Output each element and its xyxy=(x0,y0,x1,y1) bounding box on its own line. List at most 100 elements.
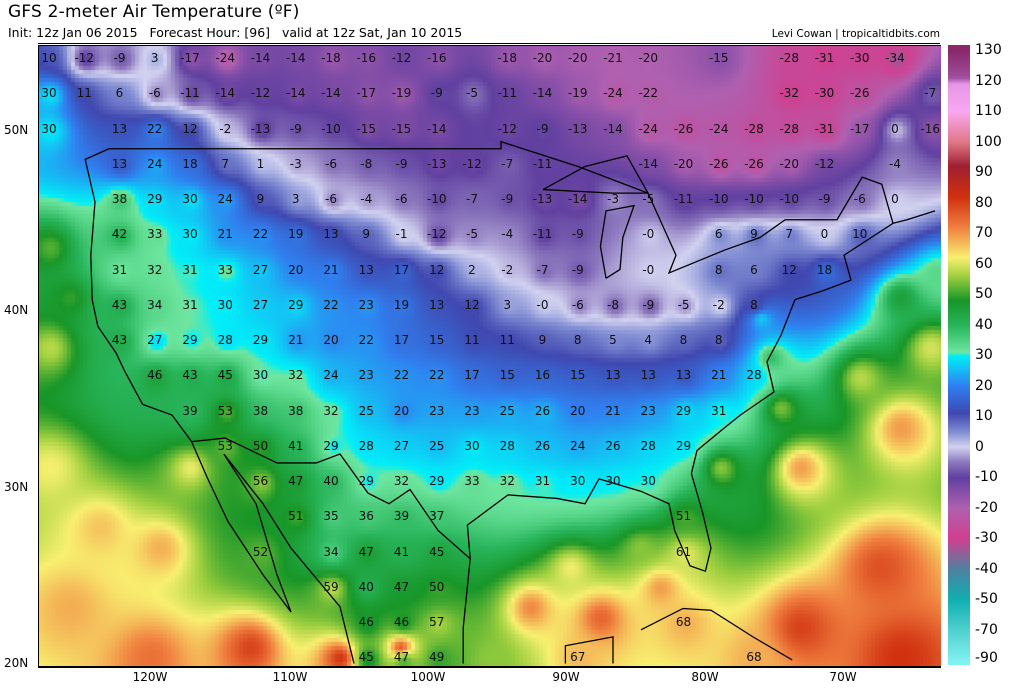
temperature-label: 32 xyxy=(393,474,410,488)
lon-label-120w: 120W xyxy=(132,670,168,684)
colorbar-label: 100 xyxy=(975,133,1002,150)
temperature-label: 28 xyxy=(217,333,233,347)
temperature-label: 27 xyxy=(393,438,410,453)
temperature-label: -28 xyxy=(779,51,800,65)
temperature-label: -24 xyxy=(215,51,236,65)
west-coast-line xyxy=(84,148,355,664)
temperature-label: 68 xyxy=(675,615,692,629)
temperature-map: 10 -12 -9 3 -17 -24 -14 -14 -18 -16 -12 -16 -18 -20 -2… xyxy=(38,45,941,668)
colorbar-label: 70 xyxy=(975,225,993,241)
temperature-label: 24 xyxy=(570,438,586,453)
colorbar-label: 0 xyxy=(975,438,984,455)
temperature-label: 13 xyxy=(675,368,692,383)
temperature-label: 12 xyxy=(182,121,198,136)
lake-superior-line xyxy=(542,155,650,194)
gulf-east-coast-line xyxy=(462,210,936,664)
temperature-label: -21 xyxy=(603,51,623,65)
colorbar-label: -90 xyxy=(975,650,998,666)
temperature-label: -30 xyxy=(849,51,870,65)
temperature-label: 29 xyxy=(182,333,198,347)
temperature-label: 6 xyxy=(750,262,758,277)
temperature-label: -9 xyxy=(571,262,584,277)
temperature-label: 29 xyxy=(147,192,163,206)
forecast-info: Init: 12z Jan 06 2015 Forecast Hour: [96… xyxy=(8,25,463,40)
temperature-label: 37 xyxy=(429,509,445,524)
temperature-label: 29 xyxy=(675,403,692,418)
temperature-label: -7 xyxy=(501,156,514,171)
temperature-label: 30 xyxy=(41,86,57,101)
temperature-label: 41 xyxy=(288,438,304,453)
temperature-label: -9 xyxy=(113,51,126,65)
temperature-label: -28 xyxy=(744,121,764,136)
temperature-label: -22 xyxy=(638,86,659,101)
temperature-label: -10 xyxy=(708,192,729,206)
temperature-label: -12 xyxy=(391,51,412,65)
temperature-label: 15 xyxy=(429,333,445,347)
temperature-label: 25 xyxy=(358,403,374,418)
temperature-label: 30 xyxy=(640,474,656,488)
temperature-label: -7 xyxy=(924,86,937,101)
temperature-label: -12 xyxy=(497,121,518,136)
temperature-label: -13 xyxy=(532,192,553,206)
temperature-label: 6 xyxy=(714,227,723,242)
temperature-label: 23 xyxy=(640,403,656,418)
temperature-label: 19 xyxy=(288,227,304,242)
temperature-label: 31 xyxy=(182,297,198,312)
temperature-label: 43 xyxy=(111,333,128,347)
header-rule xyxy=(38,43,940,44)
temperature-label: 43 xyxy=(111,297,128,312)
temperature-label: -11 xyxy=(180,86,200,101)
temperature-label: 30 xyxy=(182,227,198,242)
temperature-label: 43 xyxy=(182,368,198,383)
temperature-label: 27 xyxy=(147,333,163,347)
temperature-label: 31 xyxy=(111,262,128,277)
temperature-label: 49 xyxy=(429,650,445,665)
temperature-label: 34 xyxy=(147,297,163,312)
temperature-label: 12 xyxy=(781,262,797,277)
temperature-label: 13 xyxy=(111,121,128,136)
temperature-label: 13 xyxy=(111,156,128,171)
colorbar-label: 80 xyxy=(975,194,993,211)
temperature-label: -12 xyxy=(74,51,95,65)
temperature-label: 15 xyxy=(499,368,515,383)
temperature-label: -0 xyxy=(642,262,655,277)
temperature-label: 41 xyxy=(393,544,410,559)
temperature-label: 59 xyxy=(323,579,339,594)
temperature-label: -13 xyxy=(426,156,447,171)
temperature-label: 19 xyxy=(393,297,410,312)
temperature-label: -5 xyxy=(466,86,478,101)
temperature-label: 10 xyxy=(852,227,868,242)
temperature-label: 29 xyxy=(429,474,445,488)
lake-michigan-line xyxy=(599,204,635,279)
temperature-label: -9 xyxy=(395,156,408,171)
temperature-label: -11 xyxy=(497,86,518,101)
temperature-label: 11 xyxy=(464,333,480,347)
temperature-label: 6 xyxy=(115,86,124,101)
lon-label-100w: 100W xyxy=(410,670,446,684)
colorbar-label: 130 xyxy=(975,42,1002,58)
colorbar-label: 120 xyxy=(975,72,1002,89)
temperature-label: 38 xyxy=(288,403,304,418)
temperature-label: -14 xyxy=(285,86,306,101)
temperature-label: 30 xyxy=(252,368,269,383)
temperature-label: -6 xyxy=(325,156,337,171)
temperature-label: 5 xyxy=(609,333,617,347)
temperature-label: -5 xyxy=(677,297,690,312)
temperature-label: 24 xyxy=(147,156,163,171)
temperature-label: 28 xyxy=(499,438,515,453)
temperature-label: -14 xyxy=(285,51,306,65)
temperature-label: -5 xyxy=(466,227,478,242)
temperature-label: -12 xyxy=(250,86,271,101)
temperature-label: 8 xyxy=(679,333,688,347)
temperature-label: 12 xyxy=(464,297,480,312)
temperature-label: 20 xyxy=(288,262,304,277)
yucatan-line xyxy=(564,636,614,664)
temperature-label: 3 xyxy=(291,192,300,206)
temperature-label: 51 xyxy=(675,509,692,524)
temperature-label: 8 xyxy=(714,262,723,277)
temperature-label: 3 xyxy=(150,51,159,65)
temperature-label: -11 xyxy=(673,192,694,206)
temperature-label: 27 xyxy=(252,262,269,277)
temperature-label: 29 xyxy=(358,474,374,488)
temperature-label: -20 xyxy=(673,156,694,171)
